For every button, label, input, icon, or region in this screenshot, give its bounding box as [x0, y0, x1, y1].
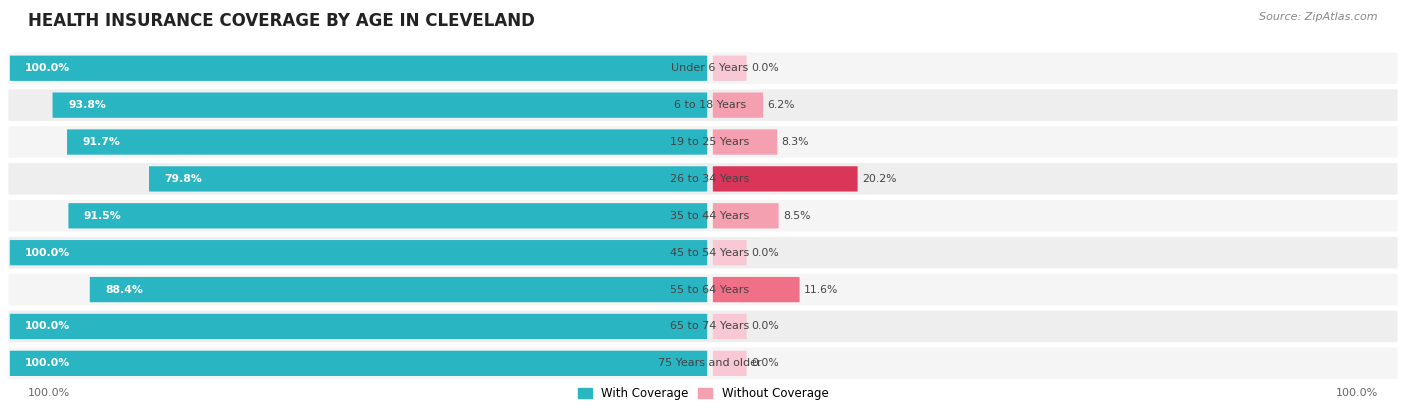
FancyBboxPatch shape [10, 314, 707, 339]
Text: Source: ZipAtlas.com: Source: ZipAtlas.com [1260, 12, 1378, 22]
FancyBboxPatch shape [713, 351, 747, 376]
FancyBboxPatch shape [7, 125, 1399, 159]
FancyBboxPatch shape [7, 236, 1399, 270]
Text: 65 to 74 Years: 65 to 74 Years [671, 322, 749, 332]
Text: 75 Years and older: 75 Years and older [658, 359, 762, 369]
Text: 35 to 44 Years: 35 to 44 Years [671, 211, 749, 221]
Text: 100.0%: 100.0% [25, 248, 70, 258]
Text: 45 to 54 Years: 45 to 54 Years [671, 248, 749, 258]
FancyBboxPatch shape [713, 56, 747, 81]
FancyBboxPatch shape [67, 129, 707, 155]
Text: 91.5%: 91.5% [84, 211, 121, 221]
Text: 8.3%: 8.3% [782, 137, 808, 147]
FancyBboxPatch shape [10, 240, 707, 265]
FancyBboxPatch shape [90, 277, 707, 302]
FancyBboxPatch shape [713, 129, 778, 155]
Text: 91.7%: 91.7% [83, 137, 121, 147]
FancyBboxPatch shape [7, 309, 1399, 344]
Text: 0.0%: 0.0% [751, 322, 779, 332]
Text: 100.0%: 100.0% [25, 63, 70, 73]
FancyBboxPatch shape [713, 93, 763, 118]
Text: 0.0%: 0.0% [751, 63, 779, 73]
Text: 100.0%: 100.0% [25, 359, 70, 369]
Legend: With Coverage, Without Coverage: With Coverage, Without Coverage [572, 383, 834, 405]
Text: 79.8%: 79.8% [165, 174, 202, 184]
Text: 0.0%: 0.0% [751, 248, 779, 258]
FancyBboxPatch shape [10, 56, 707, 81]
FancyBboxPatch shape [10, 351, 707, 376]
Text: 8.5%: 8.5% [783, 211, 810, 221]
Text: 20.2%: 20.2% [862, 174, 896, 184]
Text: 6.2%: 6.2% [768, 100, 794, 110]
FancyBboxPatch shape [7, 162, 1399, 196]
FancyBboxPatch shape [7, 88, 1399, 122]
FancyBboxPatch shape [69, 203, 707, 228]
Text: 100.0%: 100.0% [28, 388, 70, 398]
Text: 11.6%: 11.6% [804, 285, 838, 295]
Text: 6 to 18 Years: 6 to 18 Years [673, 100, 747, 110]
Text: HEALTH INSURANCE COVERAGE BY AGE IN CLEVELAND: HEALTH INSURANCE COVERAGE BY AGE IN CLEV… [28, 12, 536, 30]
FancyBboxPatch shape [713, 277, 800, 302]
Text: 26 to 34 Years: 26 to 34 Years [671, 174, 749, 184]
Text: 93.8%: 93.8% [67, 100, 105, 110]
FancyBboxPatch shape [7, 199, 1399, 233]
FancyBboxPatch shape [713, 203, 779, 228]
Text: 100.0%: 100.0% [1336, 388, 1378, 398]
FancyBboxPatch shape [7, 51, 1399, 85]
Text: 19 to 25 Years: 19 to 25 Years [671, 137, 749, 147]
Text: Under 6 Years: Under 6 Years [672, 63, 748, 73]
FancyBboxPatch shape [713, 240, 747, 265]
Text: 0.0%: 0.0% [751, 359, 779, 369]
FancyBboxPatch shape [52, 93, 707, 118]
FancyBboxPatch shape [7, 346, 1399, 381]
FancyBboxPatch shape [713, 314, 747, 339]
Text: 55 to 64 Years: 55 to 64 Years [671, 285, 749, 295]
FancyBboxPatch shape [149, 166, 707, 192]
Text: 88.4%: 88.4% [105, 285, 143, 295]
FancyBboxPatch shape [713, 166, 858, 192]
Text: 100.0%: 100.0% [25, 322, 70, 332]
FancyBboxPatch shape [7, 272, 1399, 307]
